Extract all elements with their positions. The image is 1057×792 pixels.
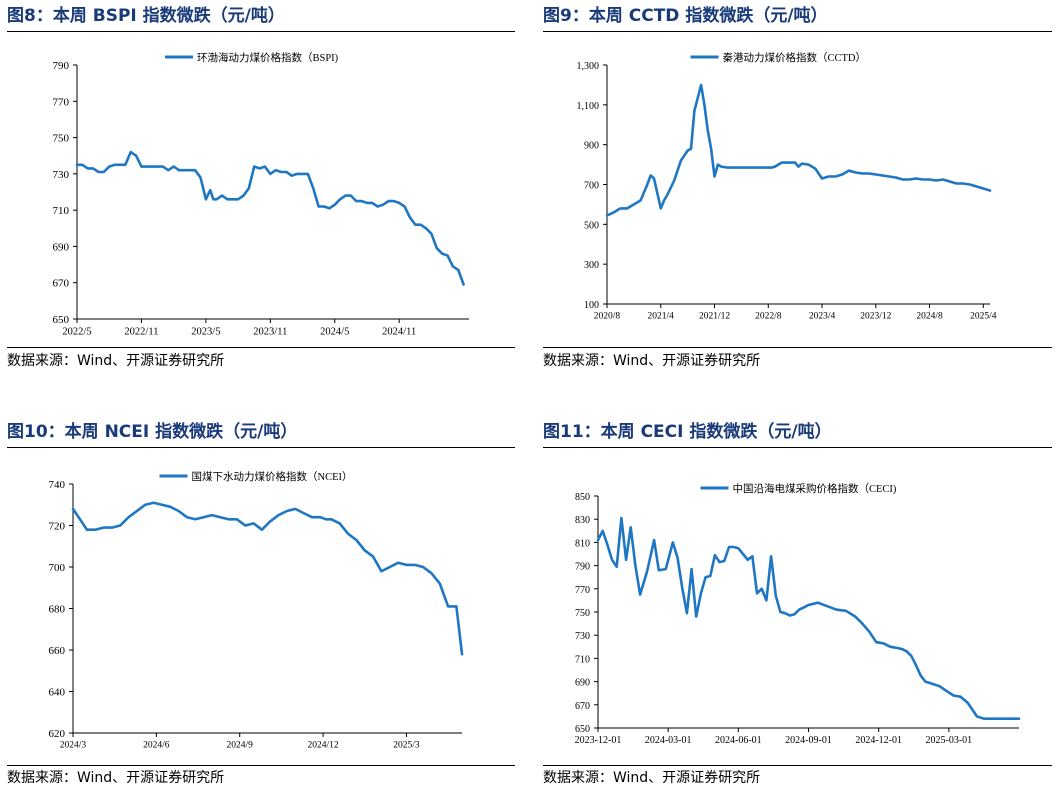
y-tick-label: 750 (53, 133, 70, 145)
x-tick-label: 2024/8 (916, 312, 943, 322)
chart-legend: 国煤下水动力煤价格指数（NCEI） (159, 470, 353, 483)
source-note: 数据来源：Wind、开源证券研究所 (543, 770, 761, 786)
y-tick-label: 730 (575, 631, 590, 642)
y-tick-label: 690 (53, 241, 70, 253)
y-tick-label: 900 (584, 141, 599, 152)
legend-label: 秦港动力煤价格指数（CCTD） (723, 51, 867, 64)
source-note: 数据来源：Wind、开源证券研究所 (543, 353, 761, 369)
y-tick-label: 700 (584, 181, 599, 192)
x-tick-label: 2024/11 (382, 327, 416, 338)
legend-label: 环渤海动力煤价格指数（BSPI) (197, 51, 339, 64)
y-tick-label: 680 (49, 604, 66, 616)
y-tick-label: 690 (575, 678, 590, 689)
y-tick-label: 730 (53, 169, 70, 181)
y-tick-label: 790 (53, 60, 70, 72)
x-tick-label: 2023/5 (191, 327, 220, 338)
legend-label: 国煤下水动力煤价格指数（NCEI） (192, 470, 353, 483)
y-tick-label: 300 (584, 260, 599, 271)
source-rule (543, 347, 1052, 348)
y-tick-label: 650 (575, 724, 590, 735)
chart-title: 图10：本周 NCEI 指数微跌（元/吨） (7, 422, 298, 442)
chart-legend: 中国沿海电煤采购价格指数（CECI) (700, 482, 897, 495)
title-rule (7, 31, 515, 32)
source-note: 数据来源：Wind、开源证券研究所 (7, 770, 225, 786)
y-tick-label: 660 (49, 645, 66, 657)
x-tick-label: 2021/4 (648, 312, 675, 322)
title-rule (543, 31, 1052, 32)
y-tick-label: 710 (53, 205, 70, 217)
y-tick-label: 770 (575, 585, 590, 596)
x-tick-label: 2023/4 (809, 312, 836, 322)
legend-label: 中国沿海电煤采购价格指数（CECI) (733, 482, 897, 495)
y-tick-label: 1,100 (577, 101, 600, 112)
x-tick-label: 2024/6 (143, 741, 170, 751)
y-tick-label: 650 (53, 314, 70, 326)
x-tick-label: 2024/9 (227, 741, 254, 751)
chart-title: 图8：本周 BSPI 指数微跌（元/吨） (7, 6, 285, 26)
x-tick-label: 2025/4 (970, 312, 997, 322)
y-tick-label: 640 (49, 687, 66, 699)
x-tick-label: 2024/3 (60, 741, 87, 751)
x-tick-label: 2024-09-01 (785, 735, 832, 746)
y-tick-label: 500 (584, 220, 599, 231)
x-tick-label: 2023/12 (860, 312, 891, 322)
y-tick-label: 850 (575, 492, 590, 503)
x-tick-label: 2025/3 (393, 741, 420, 751)
chart-panel-ceci: 图11：本周 CECI 指数微跌（元/吨） 850 830 810 790 770 750… (543, 420, 1052, 792)
y-tick-label: 670 (575, 701, 590, 712)
x-tick-label: 2024-06-01 (715, 735, 762, 746)
title-rule (543, 447, 1052, 448)
y-tick-label: 720 (49, 521, 66, 533)
x-tick-label: 2024/5 (320, 327, 349, 338)
y-tick-label: 830 (575, 515, 590, 526)
line-chart: 850 830 810 790 770 750 730 710 690 670 6502023-12… (575, 482, 1021, 746)
y-tick-label: 810 (575, 538, 590, 549)
x-tick-label: 2022/11 (124, 327, 158, 338)
source-rule (7, 765, 515, 766)
source-note: 数据来源：Wind、开源证券研究所 (7, 353, 225, 369)
x-tick-label: 2024-12-01 (855, 735, 902, 746)
source-rule (7, 347, 515, 348)
y-tick-label: 770 (53, 96, 70, 108)
series-line (75, 150, 465, 286)
chart-panel-ncei: 图10：本周 NCEI 指数微跌（元/吨） 740 720 700 680 660 640… (7, 420, 515, 792)
x-tick-label: 2024-03-01 (645, 735, 692, 746)
series-line (605, 83, 992, 217)
chart-panel-cctd: 图9：本周 CCTD 指数微跌（元/吨） 1,300 1,100 900 700 500… (543, 4, 1052, 376)
y-tick-label: 790 (575, 562, 590, 573)
y-tick-label: 740 (49, 479, 66, 491)
title-rule (7, 447, 515, 448)
x-tick-label: 2021/12 (699, 312, 730, 322)
x-tick-label: 2022/5 (62, 327, 91, 338)
x-tick-label: 2020/8 (594, 312, 621, 322)
y-tick-label: 670 (53, 278, 70, 290)
chart-panel-bspi: 图8：本周 BSPI 指数微跌（元/吨） 790 770 750 730 710 690 6… (7, 4, 515, 376)
x-tick-label: 2022/8 (755, 312, 782, 322)
y-tick-label: 620 (49, 728, 66, 740)
y-tick-label: 750 (575, 608, 590, 619)
chart-title: 图11：本周 CECI 指数微跌（元/吨） (543, 422, 832, 442)
x-tick-label: 2025-03-01 (925, 735, 972, 746)
x-tick-label: 2023-12-01 (575, 735, 622, 746)
x-tick-label: 2024/12 (308, 741, 339, 751)
x-tick-label: 2023/11 (253, 327, 287, 338)
chart-title: 图9：本周 CCTD 指数微跌（元/吨） (543, 6, 828, 26)
chart-legend: 秦港动力煤价格指数（CCTD） (690, 51, 867, 64)
y-tick-label: 1,300 (577, 61, 600, 72)
series-line (71, 501, 464, 656)
series-line (596, 516, 1021, 721)
chart-legend: 环渤海动力煤价格指数（BSPI) (165, 51, 339, 64)
y-tick-label: 710 (575, 654, 590, 665)
source-rule (543, 765, 1052, 766)
y-tick-label: 100 (584, 300, 599, 311)
y-tick-label: 700 (49, 562, 66, 574)
